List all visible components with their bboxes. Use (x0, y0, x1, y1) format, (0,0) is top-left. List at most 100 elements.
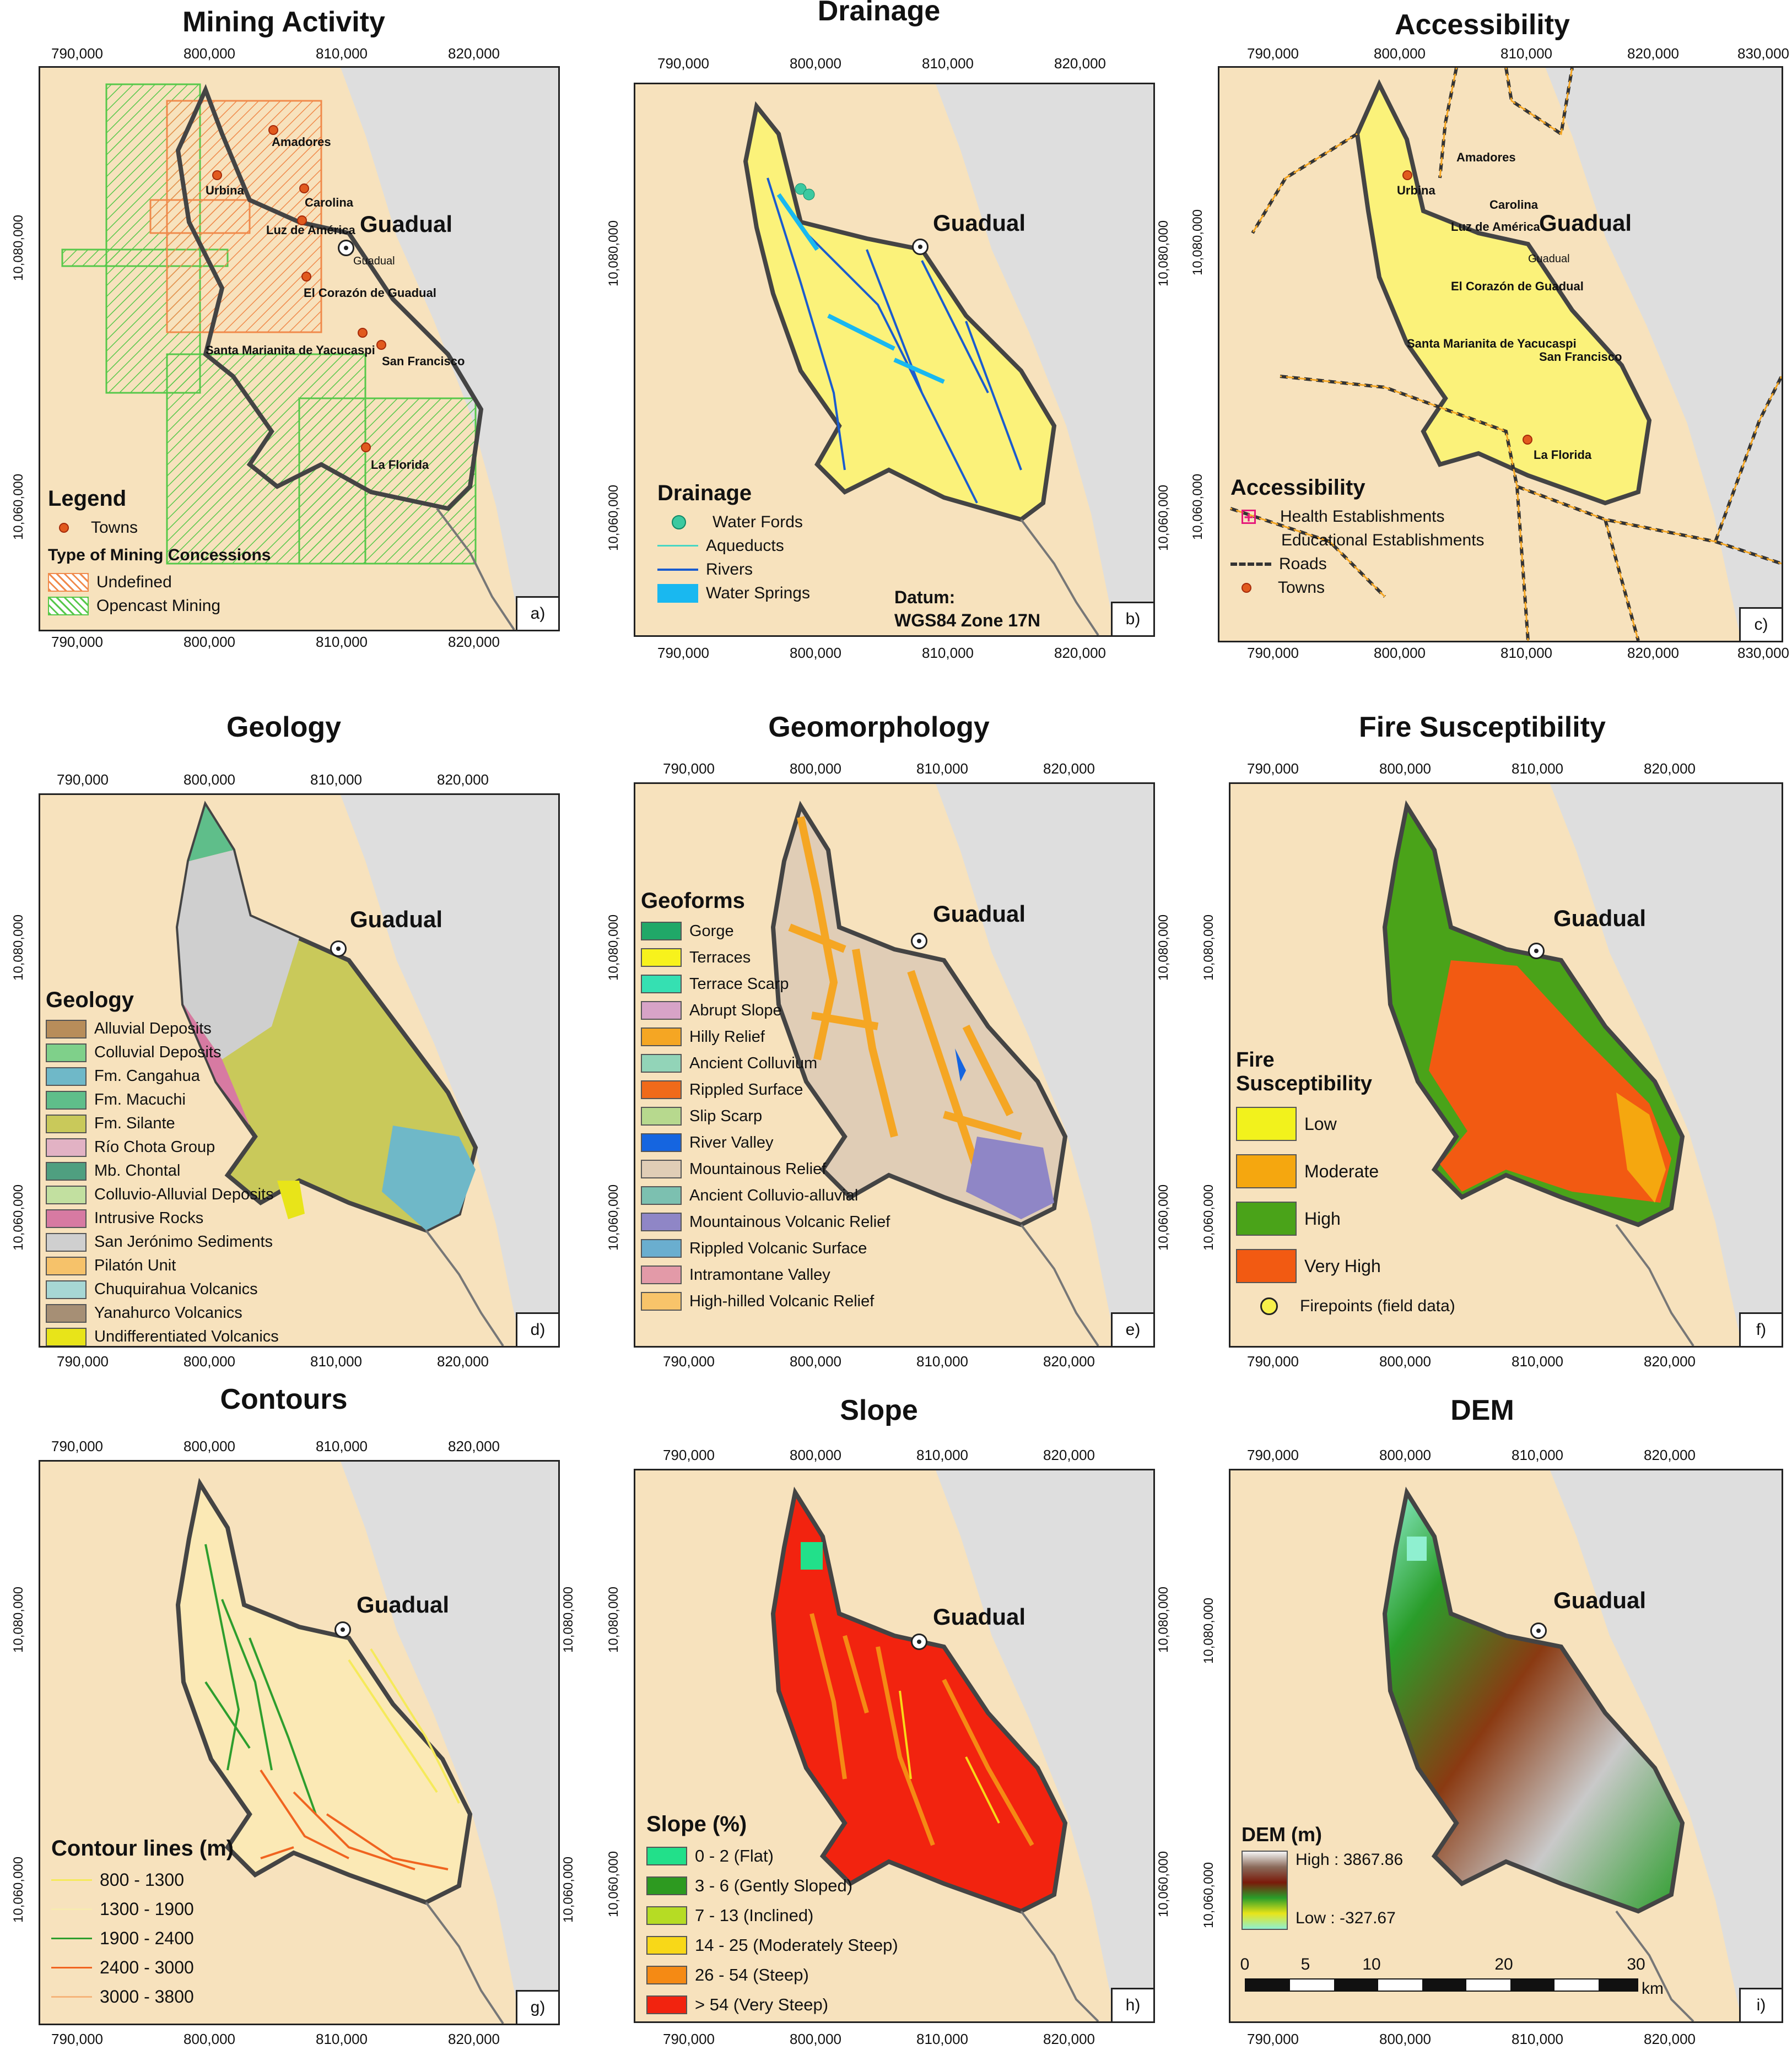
town-label: Santa Marianita de Yacucaspi (206, 343, 375, 357)
town-marker (361, 442, 371, 452)
legend-item: 3 - 6 (Gently Sloped) (646, 1871, 898, 1901)
x-tick: 810,000 (316, 2031, 368, 2047)
panel-fire-susceptibility: Fire Susceptibility 790,000 800,000 810,… (1179, 705, 1785, 1383)
y-tick: 10,080,000 (1201, 1597, 1216, 1664)
legend-item: Towns (48, 516, 271, 539)
x-tick: 790,000 (1247, 760, 1299, 777)
legend-item: Abrupt Slope (641, 997, 890, 1024)
legend-swatch (1236, 1107, 1297, 1141)
legend-heading: Accessibility (1230, 475, 1365, 500)
legend-subheading: Type of Mining Concessions (48, 546, 271, 564)
geology-legend-list: Alluvial Deposits Colluvial Deposits Fm. C… (46, 1017, 279, 1346)
legend-item: 1900 - 2400 (51, 1924, 234, 1953)
x-axis-bottom: 790,000 800,000 810,000 820,000 (634, 645, 1152, 664)
x-tick: 800,000 (1379, 1447, 1431, 1463)
legend-item: Slip Scarp (641, 1103, 890, 1129)
legend: DEM (m) High : 3867.86 Low : -327.67 (1242, 1823, 1403, 1930)
road-symbol (1230, 562, 1271, 566)
x-tick: 800,000 (1379, 1353, 1431, 1370)
legend-item: Very High (1236, 1242, 1455, 1290)
y-tick: 10,060,000 (11, 1184, 26, 1251)
legend-label: Hilly Relief (689, 1027, 765, 1046)
slope-legend-list: 0 - 2 (Flat) 3 - 6 (Gently Sloped) 7 - 13 … (646, 1841, 898, 2020)
scale-tick: 30 (1627, 1955, 1645, 1973)
legend-heading: Drainage (657, 481, 752, 505)
x-tick: 790,000 (1247, 645, 1299, 661)
legend-label: Yanahurco Volcanics (94, 1304, 242, 1322)
legend-swatch (641, 1054, 682, 1073)
legend-label: Terrace Scarp (689, 975, 789, 993)
town-label: San Francisco (382, 354, 465, 368)
legend-swatch (646, 1966, 687, 1984)
panel-title: DEM (1450, 1394, 1514, 1426)
guadual-label: Guadual (1553, 905, 1647, 931)
legend: Legend Towns Type of Mining Concessions … (48, 486, 271, 618)
panel-label: a) (516, 596, 558, 630)
map-frame: Guadual Slope (%) 0 - 2 (Flat) 3 - 6 (Gen… (634, 1469, 1155, 2023)
y-tick: 10,060,000 (1190, 473, 1205, 540)
town-marker (299, 183, 309, 193)
legend-item: Chuquirahua Volcanics (46, 1278, 279, 1301)
firepoint-icon (1260, 1297, 1278, 1315)
x-tick: 820,000 (437, 1353, 489, 1370)
x-tick: 810,000 (1512, 2031, 1563, 2047)
x-tick: 800,000 (790, 2031, 841, 2047)
legend-item: Intrusive Rocks (46, 1207, 279, 1230)
scale-tick: 10 (1362, 1955, 1381, 1973)
x-axis-top: 790,000 800,000 810,000 820,000 830,000 (1218, 45, 1789, 65)
x-tick: 810,000 (310, 771, 362, 788)
legend-item: Mountainous Volcanic Relief (641, 1209, 890, 1235)
town-symbol (1242, 582, 1251, 593)
x-tick: 830,000 (1737, 645, 1789, 661)
x-tick: 820,000 (1644, 760, 1696, 777)
legend-item: Mountainous Relief (641, 1156, 890, 1182)
scale-tick: 0 (1240, 1955, 1250, 1973)
x-tick: 810,000 (916, 760, 968, 777)
legend-label: River Valley (689, 1133, 774, 1151)
legend-label: Mountainous Relief (689, 1160, 827, 1178)
legend-label: Ancient Colluvio-alluvial (689, 1186, 859, 1204)
legend-heading: Legend (48, 486, 127, 511)
legend-item: Moderate (1236, 1148, 1455, 1195)
map-frame: Guadual Geoforms Gorge Terraces Terrace Sc… (634, 782, 1155, 1348)
legend-label: Pilatón Unit (94, 1257, 176, 1274)
legend-label: Moderate (1304, 1161, 1379, 1181)
legend-label: 14 - 25 (Moderately Steep) (695, 1935, 898, 1955)
legend-heading: Geoforms (641, 889, 745, 913)
x-tick: 790,000 (663, 1353, 715, 1370)
legend-label: 3 - 6 (Gently Sloped) (695, 1876, 853, 1895)
guadual-label: Guadual (1539, 210, 1632, 236)
panel-title: Accessibility (1395, 9, 1570, 41)
panel-title: Geomorphology (768, 711, 990, 743)
x-tick: 810,000 (916, 1447, 968, 1463)
legend-item: River Valley (641, 1129, 890, 1156)
x-axis-bottom: 790,000 800,000 810,000 820,000 (39, 1353, 557, 1373)
guadual-marker (1528, 943, 1545, 959)
guadual-marker (330, 940, 347, 957)
x-tick: 800,000 (790, 1447, 841, 1463)
x-tick: 800,000 (790, 1353, 841, 1370)
town-symbol (59, 522, 69, 533)
legend-item: Pilatón Unit (46, 1254, 279, 1278)
guadual-label: Guadual (357, 1592, 450, 1618)
guadual-label: Guadual (360, 211, 453, 237)
town-label: Carolina (1489, 198, 1539, 212)
legend: Accessibility + Health Establishments Edu… (1230, 475, 1485, 599)
x-tick: 790,000 (663, 2031, 715, 2047)
legend-label: Ancient Colluvium (689, 1054, 818, 1072)
panel-label: i) (1739, 1988, 1782, 2021)
x-tick: 810,000 (310, 1353, 362, 1370)
panel-geology: Geology 790,000 800,000 810,000 820,000 … (0, 705, 568, 1383)
scale-bar: 0 5 10 20 30 km (1239, 1955, 1735, 2005)
panel-title: Mining Activity (182, 6, 385, 38)
x-tick: 810,000 (316, 634, 368, 650)
legend-label: Alluvial Deposits (94, 1020, 212, 1037)
y-tick: 10,080,000 (561, 1586, 576, 1653)
x-tick: 810,000 (316, 1438, 368, 1454)
legend-item: + Health Establishments (1230, 505, 1485, 528)
x-tick: 810,000 (1512, 1353, 1563, 1370)
legend-label: San Jerónimo Sediments (94, 1233, 273, 1251)
legend-item: Towns (1230, 576, 1485, 599)
x-tick: 800,000 (183, 634, 235, 650)
y-tick: 10,080,000 (606, 1586, 621, 1653)
